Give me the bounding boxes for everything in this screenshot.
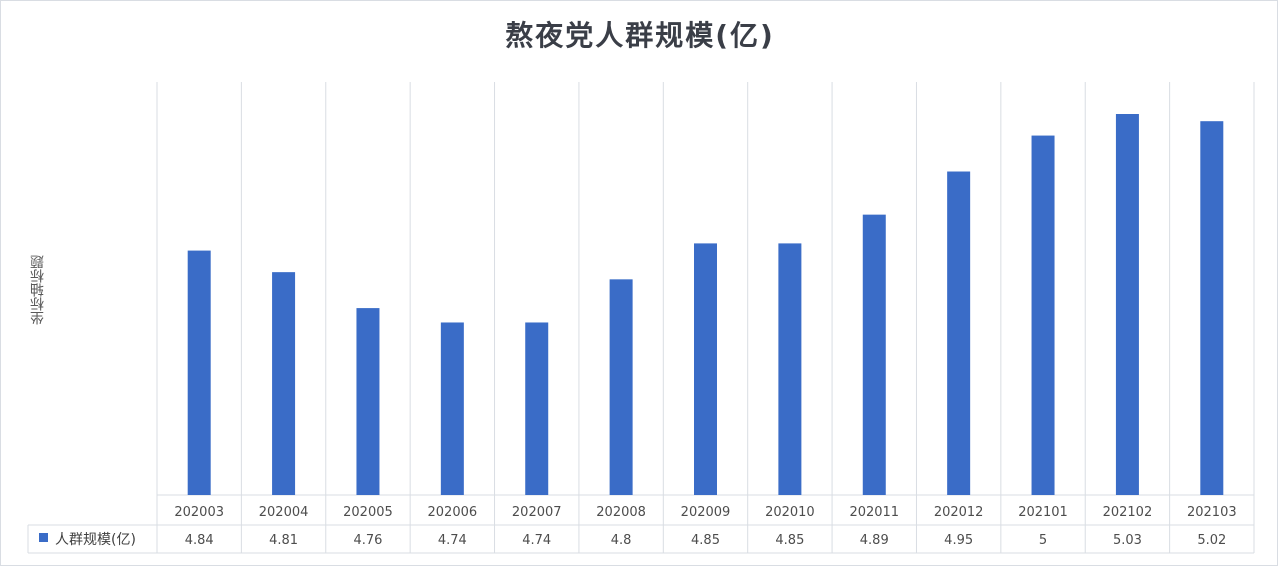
x-tick-label: 202003 [174,505,224,520]
x-tick-label: 202008 [596,505,646,520]
bar-202009 [694,243,717,495]
data-table-cell: 4.85 [775,533,804,548]
bar-202011 [862,214,886,495]
data-table-cell: 4.95 [944,533,973,548]
data-table-cell: 4.8 [611,533,632,548]
bar-202006 [440,322,464,495]
x-tick-label: 202009 [681,505,731,520]
data-table-cell: 4.84 [185,533,214,548]
bar-202102 [1115,114,1139,495]
data-table-cell: 5.02 [1197,533,1226,548]
bar-202012 [947,171,971,495]
legend-label: 人群规模(亿) [55,532,136,548]
data-table-cell: 4.76 [353,533,382,548]
x-tick-label: 202010 [765,505,815,520]
data-table-cell: 5 [1039,533,1047,548]
x-tick-label: 202012 [934,505,984,520]
data-table-cell: 4.81 [269,533,298,548]
data-table-cell: 4.74 [438,533,467,548]
bar-202004 [272,272,296,495]
x-tick-label: 202101 [1018,505,1068,520]
bar-202010 [778,243,802,495]
bar-202103 [1200,121,1224,495]
bar-202005 [356,308,380,495]
x-tick-label: 202103 [1187,505,1237,520]
x-tick-label: 202005 [343,505,393,520]
bar-202008 [609,279,633,495]
x-tick-label: 202006 [428,505,478,520]
bar-202101 [1031,135,1055,495]
x-tick-label: 202102 [1103,505,1153,520]
data-table-cell: 4.89 [860,533,889,548]
chart-title: 熬夜党人群规模(亿) [505,19,775,52]
data-table-cell: 4.85 [691,533,720,548]
data-table-cell: 5.03 [1113,533,1142,548]
x-tick-label: 202007 [512,505,562,520]
bar-202003 [187,250,211,495]
x-tick-label: 202011 [849,505,899,520]
x-tick-label: 202004 [259,505,309,520]
bar-202007 [525,322,549,495]
legend-swatch [39,533,48,542]
data-table-cell: 4.74 [522,533,551,548]
